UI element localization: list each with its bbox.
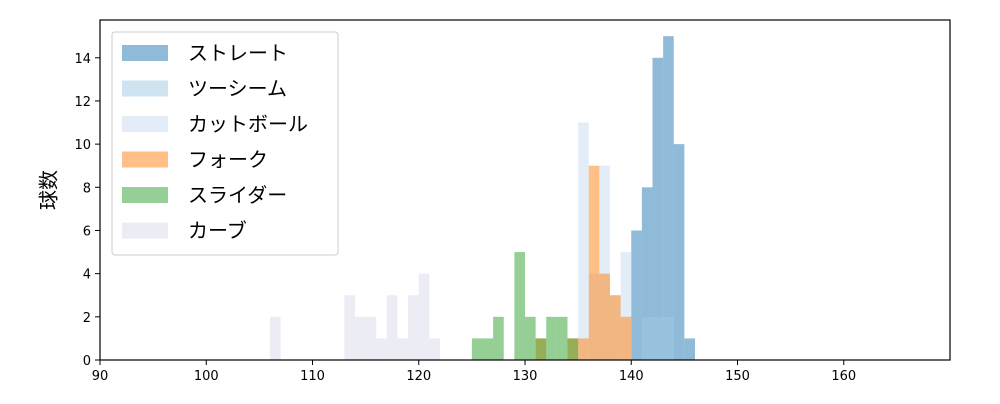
bar	[673, 144, 685, 360]
bar	[631, 230, 642, 360]
legend-swatch	[122, 45, 168, 61]
bar	[376, 338, 387, 360]
bar	[578, 338, 589, 360]
y-tick-label: 10	[74, 138, 91, 153]
y-tick-label: 2	[83, 311, 91, 326]
bar	[525, 316, 536, 360]
bar	[599, 273, 610, 360]
legend-label: ツーシーム	[188, 77, 287, 101]
legend-swatch	[122, 151, 168, 168]
bar	[355, 316, 366, 360]
legend-swatch	[122, 80, 168, 97]
bar	[684, 338, 695, 360]
x-tick-label: 110	[300, 369, 325, 384]
bar	[652, 57, 664, 361]
x-tick-label: 120	[406, 369, 431, 384]
bar	[620, 252, 632, 360]
bar	[418, 273, 430, 360]
bar	[663, 316, 674, 360]
bar	[493, 316, 504, 360]
y-tick-label: 6	[83, 224, 91, 239]
y-tick-label: 14	[74, 52, 91, 67]
bar	[344, 295, 355, 360]
y-tick-label: 4	[83, 268, 91, 283]
bar	[397, 338, 409, 360]
bar	[610, 295, 621, 360]
legend-swatch	[122, 187, 168, 203]
bar	[270, 316, 281, 360]
bar	[641, 316, 653, 360]
legend-box	[111, 31, 339, 256]
bar	[641, 187, 653, 360]
x-tick-label: 140	[619, 369, 644, 384]
bar	[429, 338, 440, 360]
bar	[386, 295, 398, 360]
y-tick-label: 8	[83, 181, 91, 196]
bar	[663, 36, 674, 360]
bar	[546, 316, 557, 360]
bar	[567, 338, 579, 360]
legend-swatch	[122, 222, 168, 239]
bar	[556, 316, 568, 360]
legend-label: ストレート	[188, 41, 288, 65]
bar	[514, 252, 525, 360]
legend-label: スライダー	[188, 183, 287, 207]
y-tick-label: 12	[74, 95, 91, 110]
bar	[535, 338, 547, 360]
legend-label: カットボール	[188, 112, 308, 136]
bar	[652, 316, 664, 360]
legend-label: フォーク	[188, 148, 268, 172]
bar	[365, 316, 377, 360]
x-tick-label: 160	[831, 369, 856, 384]
x-tick-label: 100	[194, 369, 219, 384]
y-tick-label: 0	[83, 354, 91, 369]
bar	[588, 165, 600, 360]
y-axis-label: 球数	[37, 170, 61, 210]
legend-label: カーブ	[188, 219, 247, 243]
legend-swatch	[122, 116, 168, 132]
bar	[408, 295, 419, 360]
x-tick-label: 90	[92, 369, 109, 384]
x-tick-label: 150	[725, 369, 750, 384]
bar	[578, 122, 589, 361]
bar	[620, 316, 632, 360]
bar	[599, 165, 610, 360]
bar	[471, 338, 483, 360]
bar	[482, 338, 494, 360]
x-tick-label: 130	[513, 369, 538, 384]
